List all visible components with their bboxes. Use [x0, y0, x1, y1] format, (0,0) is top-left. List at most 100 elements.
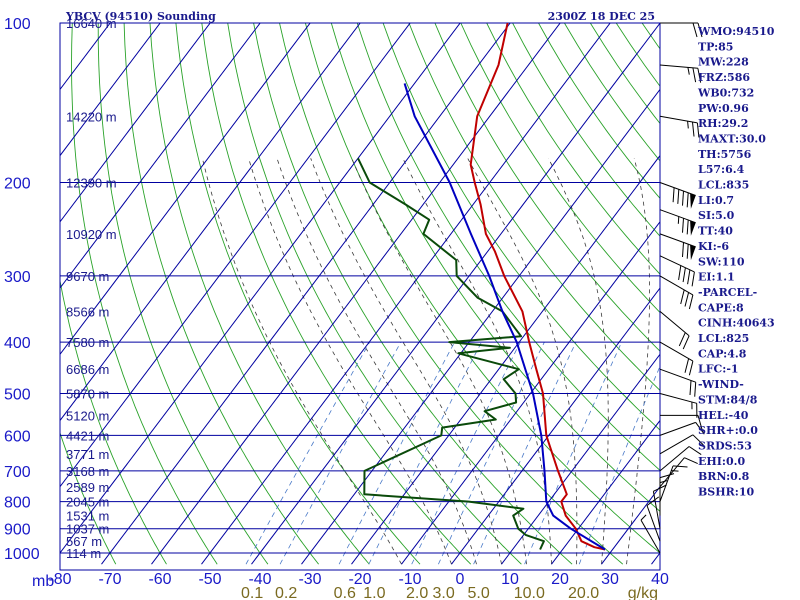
wind-barb-full — [659, 473, 675, 479]
height-label: 2045 m — [66, 495, 109, 510]
dry-adiabat — [71, 23, 218, 565]
wind-barb-full — [688, 294, 694, 310]
index-item: SHR+:0.0 — [698, 424, 758, 437]
wind-barb-shaft — [652, 491, 661, 529]
parcel-line — [403, 83, 606, 551]
dry-adiabat — [253, 23, 573, 565]
wind-barb-shaft — [659, 311, 690, 337]
wind-barb — [659, 421, 705, 436]
wind-barb-shaft — [659, 457, 685, 488]
wind-barb-shaft — [659, 233, 696, 248]
index-item: WB0:732 — [697, 86, 754, 99]
dry-adiabat — [777, 0, 800, 564]
dry-adiabat — [460, 23, 660, 314]
wind-barb-full — [672, 465, 688, 468]
index-item: FRZ:586 — [698, 71, 750, 84]
wind-barb-full — [684, 358, 690, 373]
wind-barb-shaft — [659, 446, 690, 472]
wind-barb — [659, 434, 704, 455]
index-item: EI:1.1 — [698, 271, 735, 284]
wind-barb-shaft — [659, 368, 696, 383]
dry-adiabat — [752, 0, 800, 564]
wind-barb-shaft — [659, 421, 696, 436]
wind-barb-half — [640, 514, 647, 521]
pressure-tick-label: 700 — [4, 464, 31, 481]
moist-adiabat — [626, 158, 650, 565]
index-item: -PARCEL- — [698, 286, 757, 299]
wind-barb — [659, 311, 690, 350]
wind-barb-shaft — [659, 209, 696, 224]
height-label: 16640 m — [66, 16, 117, 31]
wind-barb-full — [684, 292, 690, 307]
isotherm — [301, 88, 660, 565]
height-label: 567 m — [66, 534, 102, 549]
mixing-ratio-label: 10.0 — [514, 585, 545, 600]
mixing-ratio-line — [411, 341, 521, 565]
pressure-tick-label: 600 — [4, 428, 31, 445]
pressure-tick-label: 900 — [4, 522, 31, 539]
mixing-ratio-line — [245, 341, 371, 565]
index-item: LCL:825 — [698, 332, 749, 345]
wind-barb — [659, 233, 696, 261]
chart-title: YBCV (94510) Sounding — [65, 10, 216, 23]
pressure-tick-label: 1000 — [4, 546, 40, 563]
temperature-tick-label: -70 — [98, 571, 121, 588]
wind-barb-flag — [690, 220, 696, 236]
wind-barb — [660, 414, 703, 430]
pressure-tick-label: 500 — [4, 387, 31, 404]
wind-barb — [659, 465, 688, 502]
temperature-tick-label: 10 — [501, 571, 519, 588]
wind-barb-shaft — [659, 434, 694, 455]
wind-barb-half — [687, 121, 689, 129]
index-item: CAPE:8 — [698, 301, 744, 314]
index-item: LI:0.7 — [698, 194, 734, 207]
wind-barb-full — [672, 187, 675, 203]
pressure-tick-label: 300 — [4, 269, 31, 286]
grid-clip — [60, 0, 800, 565]
wind-barb-full — [696, 122, 700, 138]
wind-barb-full — [653, 484, 667, 492]
isotherm — [351, 154, 660, 565]
wind-barb — [640, 514, 661, 554]
wind-barb — [646, 496, 661, 542]
mixing-ratio-line — [338, 341, 455, 565]
wind-barb-full — [686, 244, 689, 259]
mixing-ratio-label: 0.6 — [334, 585, 356, 600]
wind-barb-full — [686, 219, 689, 235]
wind-barb-full — [692, 22, 698, 38]
wind-barb-shaft — [659, 341, 694, 362]
pressure-tick-label: 200 — [4, 176, 31, 193]
wind-barb — [659, 115, 700, 138]
index-item: CAP:4.8 — [698, 347, 747, 360]
index-item: -WIND- — [698, 378, 744, 391]
isotherm — [151, 23, 561, 565]
wind-barb-full — [687, 269, 691, 285]
wind-barb-shaft — [659, 465, 674, 502]
temperature-tick-label: 40 — [651, 571, 669, 588]
wind-barb — [659, 368, 697, 397]
index-item: KI:-6 — [698, 240, 729, 253]
wind-barb-shaft — [646, 505, 661, 542]
temperature-tick-label: -10 — [398, 571, 421, 588]
index-item: BRN:0.8 — [698, 470, 750, 483]
isotherm — [60, 23, 361, 422]
height-label: 8566 m — [66, 304, 109, 319]
height-label: 3771 m — [66, 447, 109, 462]
temperature-tick-label: 20 — [551, 571, 569, 588]
temperature-tick-label: -20 — [348, 571, 371, 588]
pressure-tick-label: 400 — [4, 335, 31, 352]
wind-barb-shaft — [659, 182, 696, 196]
height-label: 2589 m — [66, 480, 109, 495]
height-label: 3168 m — [66, 464, 109, 479]
dry-adiabat — [60, 431, 117, 565]
height-label: 14220 m — [66, 109, 117, 124]
isotherm — [551, 419, 660, 565]
wind-barb — [660, 22, 703, 38]
dry-adiabat — [382, 23, 660, 431]
wind-barb — [659, 341, 694, 376]
wind-barb-half — [687, 67, 690, 75]
wind-barb-full — [695, 422, 705, 435]
temperature-tick-label: -80 — [48, 571, 71, 588]
wind-barb-shaft — [659, 275, 694, 296]
height-label: 10920 m — [66, 227, 117, 242]
